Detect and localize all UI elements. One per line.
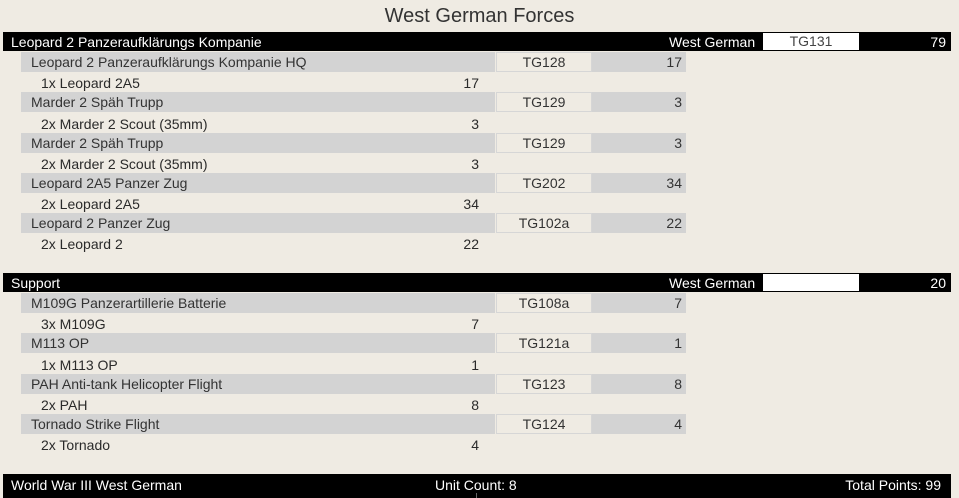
unit-detail-points: 3 [471, 156, 479, 172]
unit-name: M113 OP [31, 335, 90, 351]
unit-code: TG102a [496, 213, 592, 233]
unit-points: 22 [666, 215, 682, 231]
unit-points: 4 [674, 416, 682, 432]
unit-detail: 1x M113 OP [41, 357, 118, 373]
unit-name: PAH Anti-tank Helicopter Flight [31, 376, 223, 392]
formation-nation: West German [669, 34, 756, 50]
formation-name: Support [11, 275, 61, 291]
unit-detail-points: 3 [471, 116, 479, 132]
unit-name: M109G Panzerartillerie Batterie [31, 295, 227, 311]
formation-points: 79 [930, 34, 946, 50]
unit-row[interactable]: Marder 2 Späh Trupp TG129 3 [21, 133, 686, 153]
row-shade [21, 374, 495, 394]
row-shade [591, 293, 686, 313]
unit-detail-points: 17 [463, 75, 479, 91]
row-shade [21, 173, 495, 193]
unit-row[interactable]: M109G Panzerartillerie Batterie TG108a 7 [21, 293, 686, 313]
unit-code: TG121a [496, 333, 592, 353]
unit-detail: 2x Leopard 2 [41, 236, 123, 252]
unit-detail: 2x Marder 2 Scout (35mm) [41, 116, 208, 132]
unit-points: 8 [674, 376, 682, 392]
unit-name: Leopard 2 Panzeraufklärungs Kompanie HQ [31, 54, 307, 70]
formation-nation: West German [669, 275, 756, 291]
unit-detail-row: 2x Marder 2 Scout (35mm) 3 [21, 113, 481, 133]
unit-code: TG108a [496, 293, 592, 313]
unit-code: TG202 [496, 173, 592, 193]
formation-code: TG131 [763, 33, 859, 50]
formation-header[interactable]: Support West German 20 [3, 273, 951, 292]
unit-detail: 2x PAH [41, 397, 88, 413]
row-shade [591, 52, 686, 72]
unit-name: Tornado Strike Flight [31, 416, 160, 432]
formation-points: 20 [930, 275, 946, 291]
unit-code: TG123 [496, 374, 592, 394]
unit-points: 7 [674, 295, 682, 311]
row-shade [21, 414, 495, 434]
row-shade [21, 52, 495, 72]
unit-detail: 2x Marder 2 Scout (35mm) [41, 156, 208, 172]
total-points: Total Points: 99 [845, 477, 941, 493]
row-shade [21, 293, 495, 313]
unit-detail: 1x Leopard 2A5 [41, 75, 140, 91]
unit-detail-row: 2x PAH 8 [21, 394, 481, 414]
force-summary-footer: World War III West German Unit Count: 8 … [3, 474, 951, 498]
row-shade [21, 133, 495, 153]
row-shade [591, 133, 686, 153]
unit-detail: 2x Tornado [41, 437, 111, 453]
unit-detail-points: 4 [471, 437, 479, 453]
row-shade [21, 92, 495, 112]
row-shade [591, 92, 686, 112]
row-shade [591, 374, 686, 394]
unit-name: Leopard 2 Panzer Zug [31, 215, 171, 231]
unit-code: TG128 [496, 52, 592, 72]
row-shade [591, 213, 686, 233]
unit-detail-row: 2x Marder 2 Scout (35mm) 3 [21, 153, 481, 173]
unit-row[interactable]: Leopard 2A5 Panzer Zug TG202 34 [21, 173, 686, 193]
unit-code: TG129 [496, 92, 592, 112]
unit-detail-row: 2x Tornado 4 [21, 434, 481, 454]
unit-detail-points: 7 [471, 316, 479, 332]
row-shade [21, 213, 495, 233]
unit-points: 1 [674, 335, 682, 351]
unit-row[interactable]: Tornado Strike Flight TG124 4 [21, 414, 686, 434]
unit-detail-row: 2x Leopard 2 22 [21, 233, 481, 253]
unit-row[interactable]: PAH Anti-tank Helicopter Flight TG123 8 [21, 374, 686, 394]
formation-name: Leopard 2 Panzeraufklärungs Kompanie [11, 34, 262, 50]
formation-code [763, 274, 859, 291]
unit-name: Marder 2 Späh Trupp [31, 94, 164, 110]
unit-detail-points: 1 [471, 357, 479, 373]
unit-detail-points: 34 [463, 196, 479, 212]
unit-row[interactable]: Leopard 2 Panzeraufklärungs Kompanie HQ … [21, 52, 686, 72]
footer-divider [476, 493, 477, 498]
unit-row[interactable]: Marder 2 Späh Trupp TG129 3 [21, 92, 686, 112]
unit-detail-row: 1x M113 OP 1 [21, 354, 481, 374]
row-shade [591, 333, 686, 353]
unit-detail-row: 2x Leopard 2A5 34 [21, 193, 481, 213]
unit-points: 17 [666, 54, 682, 70]
unit-detail-points: 22 [463, 236, 479, 252]
unit-detail-points: 8 [471, 397, 479, 413]
unit-detail-row: 3x M109G 7 [21, 313, 481, 333]
row-shade [591, 414, 686, 434]
row-shade [21, 333, 495, 353]
unit-detail-row: 1x Leopard 2A5 17 [21, 72, 481, 92]
unit-points: 34 [666, 175, 682, 191]
unit-detail: 2x Leopard 2A5 [41, 196, 140, 212]
unit-points: 3 [674, 135, 682, 151]
unit-name: Leopard 2A5 Panzer Zug [31, 175, 188, 191]
unit-row[interactable]: Leopard 2 Panzer Zug TG102a 22 [21, 213, 686, 233]
unit-code: TG129 [496, 133, 592, 153]
unit-points: 3 [674, 94, 682, 110]
page-title: West German Forces [384, 5, 575, 27]
force-name: World War III West German [11, 477, 182, 493]
unit-count: Unit Count: 8 [435, 477, 517, 493]
unit-row[interactable]: M113 OP TG121a 1 [21, 333, 686, 353]
unit-name: Marder 2 Späh Trupp [31, 135, 164, 151]
unit-code: TG124 [496, 414, 592, 434]
formation-header[interactable]: Leopard 2 Panzeraufklärungs Kompanie Wes… [3, 32, 951, 51]
row-shade [591, 173, 686, 193]
unit-detail: 3x M109G [41, 316, 106, 332]
